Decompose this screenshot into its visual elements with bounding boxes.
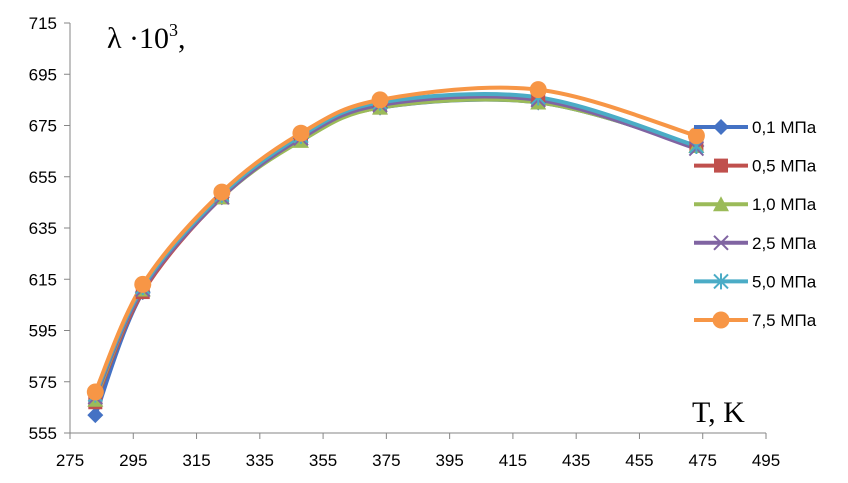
x-tick-label: 355 (309, 451, 337, 470)
series-line (93, 95, 697, 404)
legend-label: 0,1 МПа (752, 118, 817, 137)
x-tick-label: 295 (119, 451, 147, 470)
legend-label: 7,5 МПа (752, 311, 817, 330)
legend-marker (713, 119, 729, 135)
data-point (213, 183, 231, 201)
data-point (529, 81, 547, 99)
axes: 555 575 595 615 635 655 675 695 715 275 295 315 335 3… (29, 14, 781, 470)
y-tick-label: 715 (29, 14, 57, 33)
data-point (86, 383, 104, 401)
y-tick-label: 675 (29, 117, 57, 136)
y-tick-label: 595 (29, 322, 57, 341)
series-line (93, 91, 697, 396)
x-axis-title: T, K (692, 396, 745, 429)
y-tick-label: 575 (29, 373, 57, 392)
y-tick-label: 615 (29, 270, 57, 289)
legend-marker (713, 273, 729, 290)
x-tick-label: 435 (562, 451, 590, 470)
data-point (87, 407, 104, 424)
x-tick-label: 415 (499, 451, 527, 470)
x-tick-label: 335 (246, 451, 274, 470)
legend-label: 2,5 МПа (752, 234, 817, 253)
series-lines (93, 85, 697, 416)
legend-label: 0,5 МПа (752, 157, 817, 176)
data-point (371, 91, 389, 109)
series-line (93, 85, 697, 393)
legend-marker (712, 311, 730, 329)
data-point (687, 127, 705, 145)
legend-marker (713, 196, 729, 212)
x-tick-label: 395 (435, 451, 463, 470)
series-line (93, 97, 697, 401)
data-point (292, 124, 310, 142)
legend: 0,1 МПа 0,5 МПа 1,0 МПа 2,5 МПа 5,0 МПа 7,5 М… (694, 118, 817, 330)
x-tick-label: 375 (372, 451, 400, 470)
series-markers (86, 81, 705, 424)
y-axis-title-suffix: , (178, 22, 186, 55)
y-axis-title-main: λ ·10 (107, 22, 169, 55)
legend-marker (714, 158, 728, 173)
y-tick-label: 655 (29, 168, 57, 187)
x-tick-label: 495 (752, 451, 780, 470)
legend-marker (713, 235, 729, 251)
y-tick-label: 695 (29, 65, 57, 84)
x-tick-label: 455 (625, 451, 653, 470)
data-point (134, 275, 152, 293)
legend-label: 1,0 МПа (752, 195, 817, 214)
y-axis-title-superscript: 3 (169, 20, 178, 40)
legend-label: 5,0 МПа (752, 272, 817, 291)
y-tick-label: 635 (29, 219, 57, 238)
x-tick-label: 475 (689, 451, 717, 470)
y-axis-title: λ ·103, (107, 20, 186, 55)
y-tick-label: 555 (29, 424, 57, 443)
x-tick-label: 315 (182, 451, 210, 470)
x-tick-label: 275 (56, 451, 84, 470)
series-line (93, 97, 697, 416)
series-line (93, 94, 697, 398)
